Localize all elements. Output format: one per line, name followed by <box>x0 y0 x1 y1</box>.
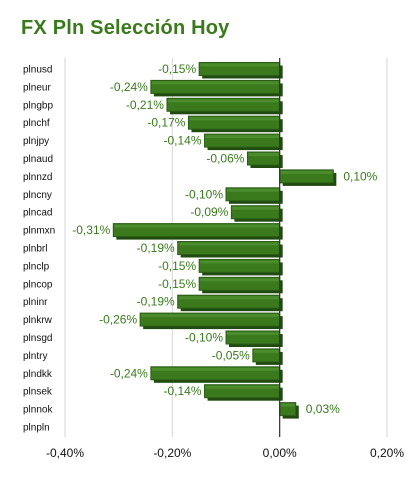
data-label: -0,14% <box>164 134 202 148</box>
bar-highlight <box>232 206 279 210</box>
bar-highlight <box>151 367 279 371</box>
data-label: -0,24% <box>110 366 148 380</box>
data-label: -0,24% <box>110 80 148 94</box>
bar-highlight <box>200 260 279 264</box>
bar-highlight <box>248 153 279 156</box>
bar-highlight <box>253 349 279 353</box>
bar-highlight <box>200 63 279 67</box>
category-label: plnusd <box>23 65 52 76</box>
bar-highlight <box>114 224 279 228</box>
bar-highlight <box>167 99 279 103</box>
category-label: plnsek <box>23 387 53 398</box>
category-label: plnnzd <box>23 172 52 183</box>
category-label: plntry <box>23 351 47 362</box>
bar-highlight <box>189 117 279 121</box>
data-label: -0,19% <box>137 241 175 255</box>
category-label: plncad <box>23 208 52 219</box>
category-label: plneur <box>23 82 51 93</box>
bar-highlight <box>205 385 279 389</box>
bar-highlight <box>205 135 279 139</box>
data-label: -0,05% <box>212 348 250 362</box>
bar-highlight <box>227 188 279 192</box>
data-label: -0,14% <box>164 384 202 398</box>
data-label: -0,09% <box>190 205 228 219</box>
data-label: -0,19% <box>137 295 175 309</box>
data-label: 0,03% <box>306 402 340 416</box>
category-label: plncny <box>23 190 52 201</box>
data-label: -0,15% <box>158 62 196 76</box>
category-label: plnjpy <box>23 136 49 147</box>
data-label: -0,26% <box>99 313 137 327</box>
category-label: plnaud <box>23 154 53 165</box>
data-label: -0,21% <box>126 98 164 112</box>
data-label: -0,15% <box>158 259 196 273</box>
data-label: 0,10% <box>343 169 377 183</box>
category-label: plnchf <box>23 118 50 129</box>
category-label: plnclp <box>23 261 50 272</box>
bar-highlight <box>151 81 279 85</box>
bar-highlight <box>227 332 279 335</box>
category-label: plnmxn <box>23 226 55 237</box>
data-label: -0,31% <box>72 223 110 237</box>
x-tick-label: -0,40% <box>46 446 84 460</box>
data-label: -0,15% <box>158 277 196 291</box>
x-tick-label: -0,20% <box>153 446 191 460</box>
chart-title: FX Pln Selección Hoy <box>21 17 230 39</box>
category-label: plnpln <box>23 423 50 434</box>
bar-highlight <box>200 278 279 282</box>
category-label: plnnok <box>23 405 53 416</box>
bar-highlight <box>280 170 333 174</box>
category-label: plngbp <box>23 100 53 111</box>
bar-highlight <box>178 242 279 246</box>
category-label: plncop <box>23 279 53 290</box>
bar-highlight <box>141 314 279 318</box>
category-label: plnbrl <box>23 244 47 255</box>
category-label: plndkk <box>23 369 53 380</box>
data-label: -0,10% <box>185 331 223 345</box>
category-label: plnsgd <box>23 333 52 344</box>
x-tick-label: 0,20% <box>370 446 404 460</box>
data-label: -0,10% <box>185 187 223 201</box>
bar-highlight <box>280 403 295 407</box>
category-label: plnkrw <box>23 315 53 326</box>
x-tick-label: 0,00% <box>263 446 297 460</box>
category-label: plninr <box>23 297 48 308</box>
bar-highlight <box>178 296 279 300</box>
data-label: -0,17% <box>147 116 185 130</box>
data-label: -0,06% <box>206 152 244 166</box>
